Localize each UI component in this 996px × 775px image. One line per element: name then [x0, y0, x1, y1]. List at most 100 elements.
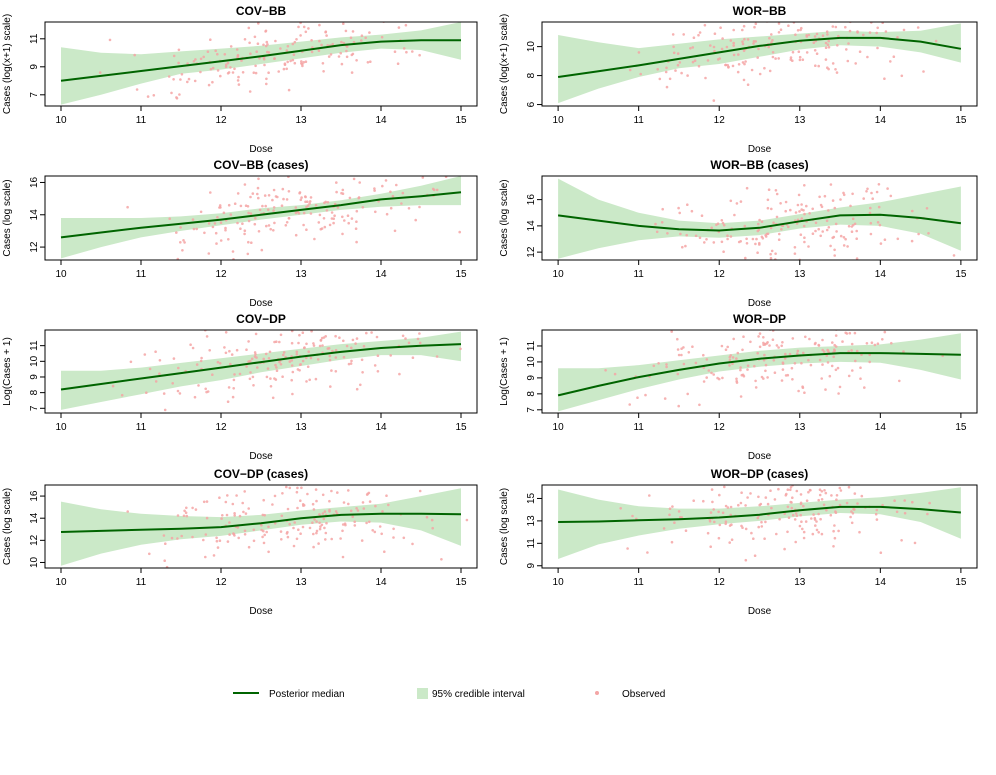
observed-point	[807, 245, 810, 248]
observed-point	[330, 537, 334, 541]
observed-point	[677, 510, 681, 513]
observed-point	[273, 221, 276, 225]
observed-point	[177, 48, 181, 52]
observed-point	[301, 359, 305, 363]
observed-point	[133, 53, 136, 57]
observed-point	[768, 36, 771, 40]
observed-point	[317, 542, 320, 545]
observed-point	[775, 192, 779, 196]
observed-point	[247, 26, 251, 30]
observed-point	[853, 492, 857, 495]
observed-point	[829, 474, 832, 477]
observed-point	[676, 372, 680, 376]
observed-point	[814, 229, 817, 233]
observed-point	[459, 347, 462, 351]
observed-point	[361, 501, 365, 504]
observed-point	[820, 377, 823, 380]
y-axis-label: Cases (log scale)	[499, 179, 510, 256]
observed-point	[256, 186, 260, 190]
observed-point	[777, 57, 780, 60]
panel-1: 10 11 12 13 14 15 6 8 10 WOR−BB Dose Cases (log(x+1…	[499, 4, 978, 155]
observed-point	[334, 356, 338, 359]
observed-point	[721, 376, 724, 380]
x-tick-label: 13	[794, 577, 806, 588]
observed-point	[189, 343, 192, 347]
observed-point	[665, 85, 669, 89]
observed-point	[195, 227, 198, 231]
observed-point	[678, 211, 681, 215]
observed-point	[652, 364, 656, 368]
plot-area	[557, 330, 961, 412]
observed-point	[752, 537, 755, 540]
observed-point	[214, 231, 218, 235]
observed-point	[229, 66, 232, 69]
observed-point	[847, 224, 851, 228]
observed-point	[837, 529, 840, 533]
observed-point	[700, 214, 704, 217]
y-axis-label: Cases (log(x+1) scale)	[2, 14, 13, 114]
observed-point	[744, 504, 747, 507]
observed-point	[796, 203, 800, 207]
observed-point	[722, 250, 725, 253]
observed-point	[827, 46, 831, 49]
observed-point	[731, 362, 734, 366]
x-tick-label: 15	[455, 269, 467, 280]
observed-point	[763, 353, 766, 357]
observed-point	[762, 358, 766, 362]
observed-point	[768, 69, 772, 73]
observed-point	[177, 61, 180, 65]
observed-point	[898, 379, 901, 383]
observed-point	[324, 30, 327, 34]
observed-point	[709, 44, 712, 47]
observed-point	[237, 75, 240, 79]
x-tick-label: 11	[136, 115, 147, 126]
observed-point	[305, 228, 308, 231]
observed-point	[927, 232, 930, 235]
x-tick-label: 13	[295, 422, 307, 433]
observed-point	[684, 244, 687, 248]
observed-point	[291, 370, 295, 374]
observed-point	[258, 208, 262, 212]
observed-point	[820, 465, 823, 468]
observed-point	[744, 527, 748, 531]
observed-point	[655, 230, 659, 234]
observed-point	[825, 354, 828, 357]
observed-point	[309, 212, 313, 215]
observed-point	[180, 73, 184, 76]
observed-point	[262, 43, 265, 47]
observed-point	[215, 536, 218, 540]
observed-point	[257, 196, 260, 200]
observed-point	[373, 189, 376, 192]
observed-point	[879, 551, 883, 554]
observed-point	[814, 221, 818, 225]
observed-point	[294, 206, 298, 209]
observed-point	[712, 241, 716, 244]
observed-point	[238, 372, 242, 376]
observed-point	[243, 533, 247, 536]
observed-point	[248, 90, 252, 93]
observed-point	[371, 529, 375, 532]
y-axis-label: Cases (log scale)	[2, 488, 13, 565]
observed-point	[430, 518, 434, 522]
observed-point	[267, 525, 270, 529]
observed-point	[269, 385, 273, 388]
observed-point	[875, 190, 879, 194]
observed-point	[239, 227, 242, 230]
observed-point	[218, 362, 222, 365]
observed-point	[355, 387, 359, 391]
observed-point	[858, 50, 862, 53]
observed-point	[276, 195, 279, 199]
observed-point	[845, 48, 848, 51]
observed-point	[835, 230, 838, 233]
observed-point	[833, 206, 837, 210]
observed-point	[756, 516, 760, 520]
x-tick-label: 10	[553, 115, 565, 126]
observed-point	[300, 60, 303, 63]
panel-frame	[541, 329, 978, 414]
observed-point	[825, 219, 829, 223]
observed-point	[811, 207, 814, 211]
legend-band-key	[417, 688, 428, 699]
observed-point	[850, 521, 854, 525]
observed-point	[295, 537, 299, 541]
observed-point	[347, 362, 351, 366]
